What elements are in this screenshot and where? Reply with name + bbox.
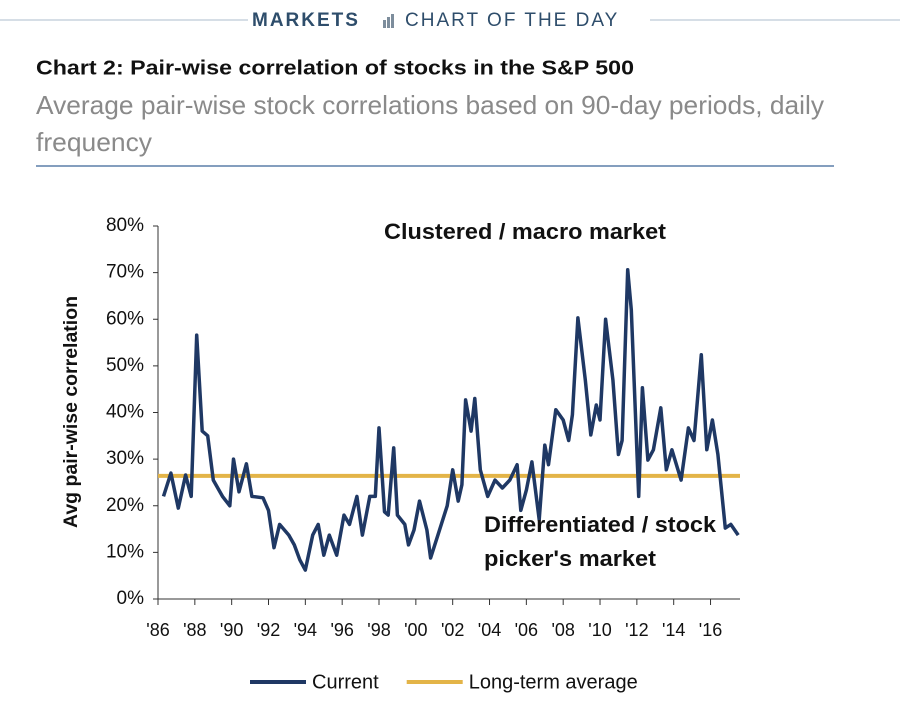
header-label: CHART OF THE DAY <box>405 10 619 31</box>
chart-title: Chart 2: Pair-wise correlation of stocks… <box>36 57 634 79</box>
x-tick-label: '16 <box>699 620 722 640</box>
header-icon <box>383 14 394 28</box>
y-axis-label: Avg pair-wise correlation <box>61 296 82 528</box>
annotation: Differentiated / stock <box>484 512 717 537</box>
x-tick-label: '00 <box>404 620 427 640</box>
x-tick-label: '10 <box>588 620 611 640</box>
x-tick-label: '02 <box>441 620 464 640</box>
y-tick-label: 70% <box>106 262 144 283</box>
x-tick-label: '06 <box>515 620 538 640</box>
header-section: MARKETS <box>252 10 360 31</box>
legend-label: Current <box>312 671 379 693</box>
x-tick-label: '96 <box>330 620 353 640</box>
y-tick-label: 40% <box>106 402 144 423</box>
x-tick-label: '04 <box>478 620 501 640</box>
x-tick-label: '98 <box>367 620 390 640</box>
y-tick-label: 30% <box>106 448 144 469</box>
y-tick-label: 50% <box>106 355 144 376</box>
y-tick-label: 20% <box>106 495 144 516</box>
y-tick-label: 10% <box>106 541 144 562</box>
y-tick-label: 60% <box>106 308 144 329</box>
annotation: picker's market <box>484 546 657 571</box>
x-tick-label: '08 <box>551 620 574 640</box>
annotation: Clustered / macro market <box>384 219 667 244</box>
x-tick-label: '86 <box>146 620 169 640</box>
chart-subtitle: Average pair-wise stock correlations bas… <box>36 90 824 120</box>
legend-label: Long-term average <box>469 671 638 693</box>
x-tick-label: '14 <box>662 620 685 640</box>
y-tick-label: 80% <box>106 215 144 236</box>
chart-subtitle: frequency <box>36 127 152 157</box>
x-tick-label: '94 <box>294 620 317 640</box>
y-tick-label: 0% <box>117 588 145 609</box>
x-tick-label: '88 <box>183 620 206 640</box>
x-tick-label: '12 <box>625 620 648 640</box>
x-tick-label: '90 <box>220 620 243 640</box>
x-tick-label: '92 <box>257 620 280 640</box>
series-line <box>161 268 740 572</box>
